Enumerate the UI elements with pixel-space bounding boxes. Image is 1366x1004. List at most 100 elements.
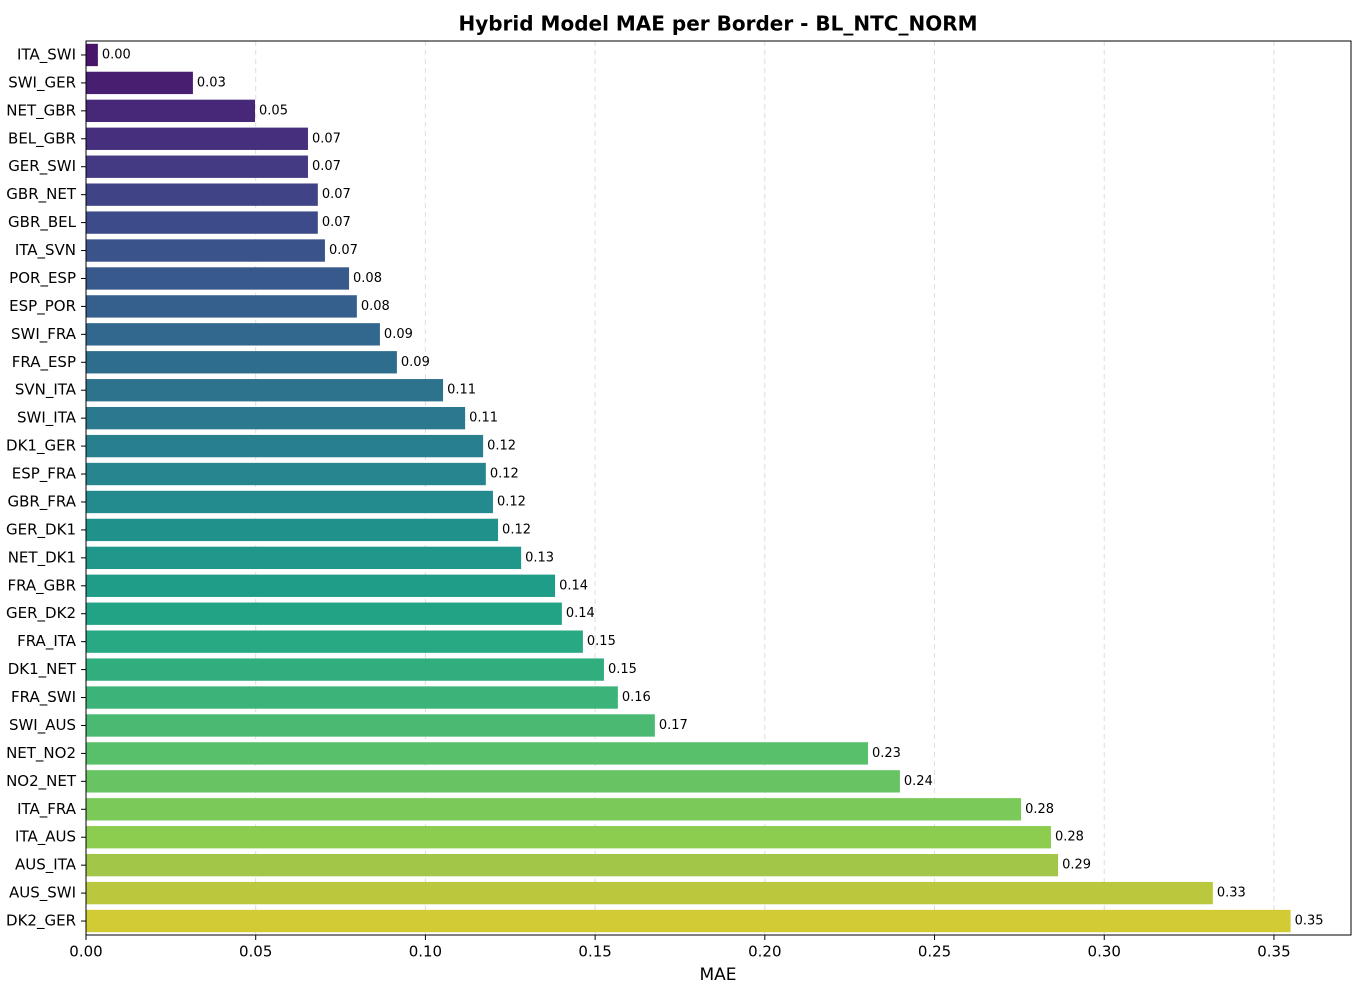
y-tick-label: AUS_ITA bbox=[15, 856, 77, 875]
y-tick-label: FRA_ITA bbox=[17, 632, 77, 651]
value-label: 0.07 bbox=[322, 215, 351, 230]
bar bbox=[86, 630, 583, 653]
y-tick-label: SWI_GER bbox=[8, 73, 76, 92]
chart-title: Hybrid Model MAE per Border - BL_NTC_NOR… bbox=[458, 12, 977, 36]
y-tick-label: FRA_SWI bbox=[11, 688, 76, 707]
bar bbox=[86, 155, 308, 178]
value-label: 0.16 bbox=[622, 690, 651, 705]
value-label: 0.08 bbox=[353, 271, 382, 286]
bar bbox=[86, 211, 318, 234]
bar bbox=[86, 546, 522, 570]
value-label: 0.13 bbox=[525, 550, 554, 565]
y-tick-label: ITA_SWI bbox=[17, 45, 76, 64]
value-label: 0.11 bbox=[447, 383, 476, 398]
x-tick-label: 0.35 bbox=[1257, 943, 1290, 961]
y-tick-label: GBR_BEL bbox=[8, 213, 77, 232]
y-tick-label: BEL_GBR bbox=[8, 129, 76, 148]
value-label: 0.03 bbox=[197, 75, 226, 90]
y-tick-label: NO2_NET bbox=[6, 772, 77, 791]
bar bbox=[86, 43, 98, 67]
bar bbox=[86, 379, 444, 402]
bar bbox=[86, 770, 900, 793]
y-tick-label: SWI_FRA bbox=[11, 325, 77, 344]
y-tick-label: ESP_FRA bbox=[12, 465, 77, 484]
y-tick-label: GER_SWI bbox=[8, 157, 76, 176]
y-tick-label: ESP_POR bbox=[9, 297, 76, 316]
value-label: 0.28 bbox=[1025, 802, 1054, 817]
value-label: 0.09 bbox=[401, 355, 430, 370]
value-label: 0.09 bbox=[384, 327, 413, 342]
bar bbox=[86, 406, 466, 430]
y-tick-label: DK1_NET bbox=[8, 660, 77, 679]
value-label: 0.08 bbox=[361, 299, 390, 314]
value-label: 0.35 bbox=[1295, 914, 1324, 929]
y-tick-label: DK2_GER bbox=[6, 912, 76, 931]
value-label: 0.12 bbox=[487, 439, 516, 454]
y-tick-label: GBR_NET bbox=[6, 185, 77, 204]
value-label: 0.07 bbox=[312, 131, 341, 146]
bar bbox=[86, 267, 350, 290]
x-tick-label: 0.30 bbox=[1088, 943, 1121, 961]
bar bbox=[86, 295, 357, 318]
bar bbox=[86, 658, 604, 681]
bar bbox=[86, 853, 1059, 877]
value-label: 0.11 bbox=[469, 411, 498, 426]
y-tick-label: GER_DK1 bbox=[6, 520, 76, 539]
bar bbox=[86, 127, 308, 150]
y-tick-label: FRA_ESP bbox=[12, 353, 76, 372]
y-tick-label: GBR_FRA bbox=[7, 492, 76, 511]
value-label: 0.28 bbox=[1055, 830, 1084, 845]
bar bbox=[86, 742, 869, 765]
value-label: 0.00 bbox=[102, 47, 131, 62]
x-tick-label: 0.20 bbox=[748, 943, 781, 961]
bar bbox=[86, 239, 325, 262]
y-tick-label: ITA_FRA bbox=[17, 800, 77, 819]
bar bbox=[86, 99, 256, 123]
value-label: 0.12 bbox=[502, 522, 531, 537]
bar bbox=[86, 602, 562, 625]
x-tick-label: 0.15 bbox=[578, 943, 611, 961]
x-axis-label: MAE bbox=[699, 965, 736, 985]
bar bbox=[86, 490, 493, 514]
y-tick-label: GER_DK2 bbox=[6, 604, 76, 623]
y-tick-label: SWI_ITA bbox=[17, 409, 77, 428]
bar bbox=[86, 71, 193, 95]
y-tick-label: ITA_AUS bbox=[15, 828, 76, 847]
bar bbox=[86, 826, 1051, 849]
bar bbox=[86, 351, 397, 374]
y-tick-label: ITA_SVN bbox=[15, 241, 76, 260]
bar bbox=[86, 518, 499, 542]
value-label: 0.14 bbox=[566, 606, 595, 621]
bar bbox=[86, 574, 556, 597]
value-label: 0.17 bbox=[659, 718, 688, 733]
bar bbox=[86, 434, 484, 458]
y-tick-label: SWI_AUS bbox=[9, 716, 76, 735]
x-tick-label: 0.10 bbox=[409, 943, 442, 961]
bar bbox=[86, 323, 380, 346]
y-tick-label: DK1_GER bbox=[6, 437, 76, 456]
value-label: 0.23 bbox=[872, 746, 901, 761]
y-tick-label: SVN_ITA bbox=[15, 381, 77, 400]
value-label: 0.07 bbox=[312, 159, 341, 174]
value-label: 0.07 bbox=[322, 187, 351, 202]
bar bbox=[86, 183, 318, 206]
bar bbox=[86, 714, 655, 737]
y-tick-label: NET_DK1 bbox=[8, 548, 76, 567]
x-tick-label: 0.25 bbox=[918, 943, 951, 961]
y-tick-label: POR_ESP bbox=[9, 269, 76, 288]
bar bbox=[86, 798, 1022, 821]
plot-frame bbox=[85, 40, 1352, 936]
bar bbox=[86, 881, 1213, 905]
bar bbox=[86, 909, 1291, 933]
value-label: 0.24 bbox=[904, 774, 933, 789]
y-tick-label: NET_GBR bbox=[6, 101, 76, 120]
value-label: 0.14 bbox=[559, 578, 588, 593]
y-tick-label: AUS_SWI bbox=[9, 884, 76, 903]
y-tick-label: FRA_GBR bbox=[7, 576, 76, 595]
bar bbox=[86, 686, 618, 709]
value-label: 0.12 bbox=[490, 467, 519, 482]
value-label: 0.29 bbox=[1062, 858, 1091, 873]
value-label: 0.05 bbox=[259, 103, 288, 118]
value-label: 0.12 bbox=[497, 494, 526, 509]
y-tick-label: NET_NO2 bbox=[6, 744, 76, 763]
